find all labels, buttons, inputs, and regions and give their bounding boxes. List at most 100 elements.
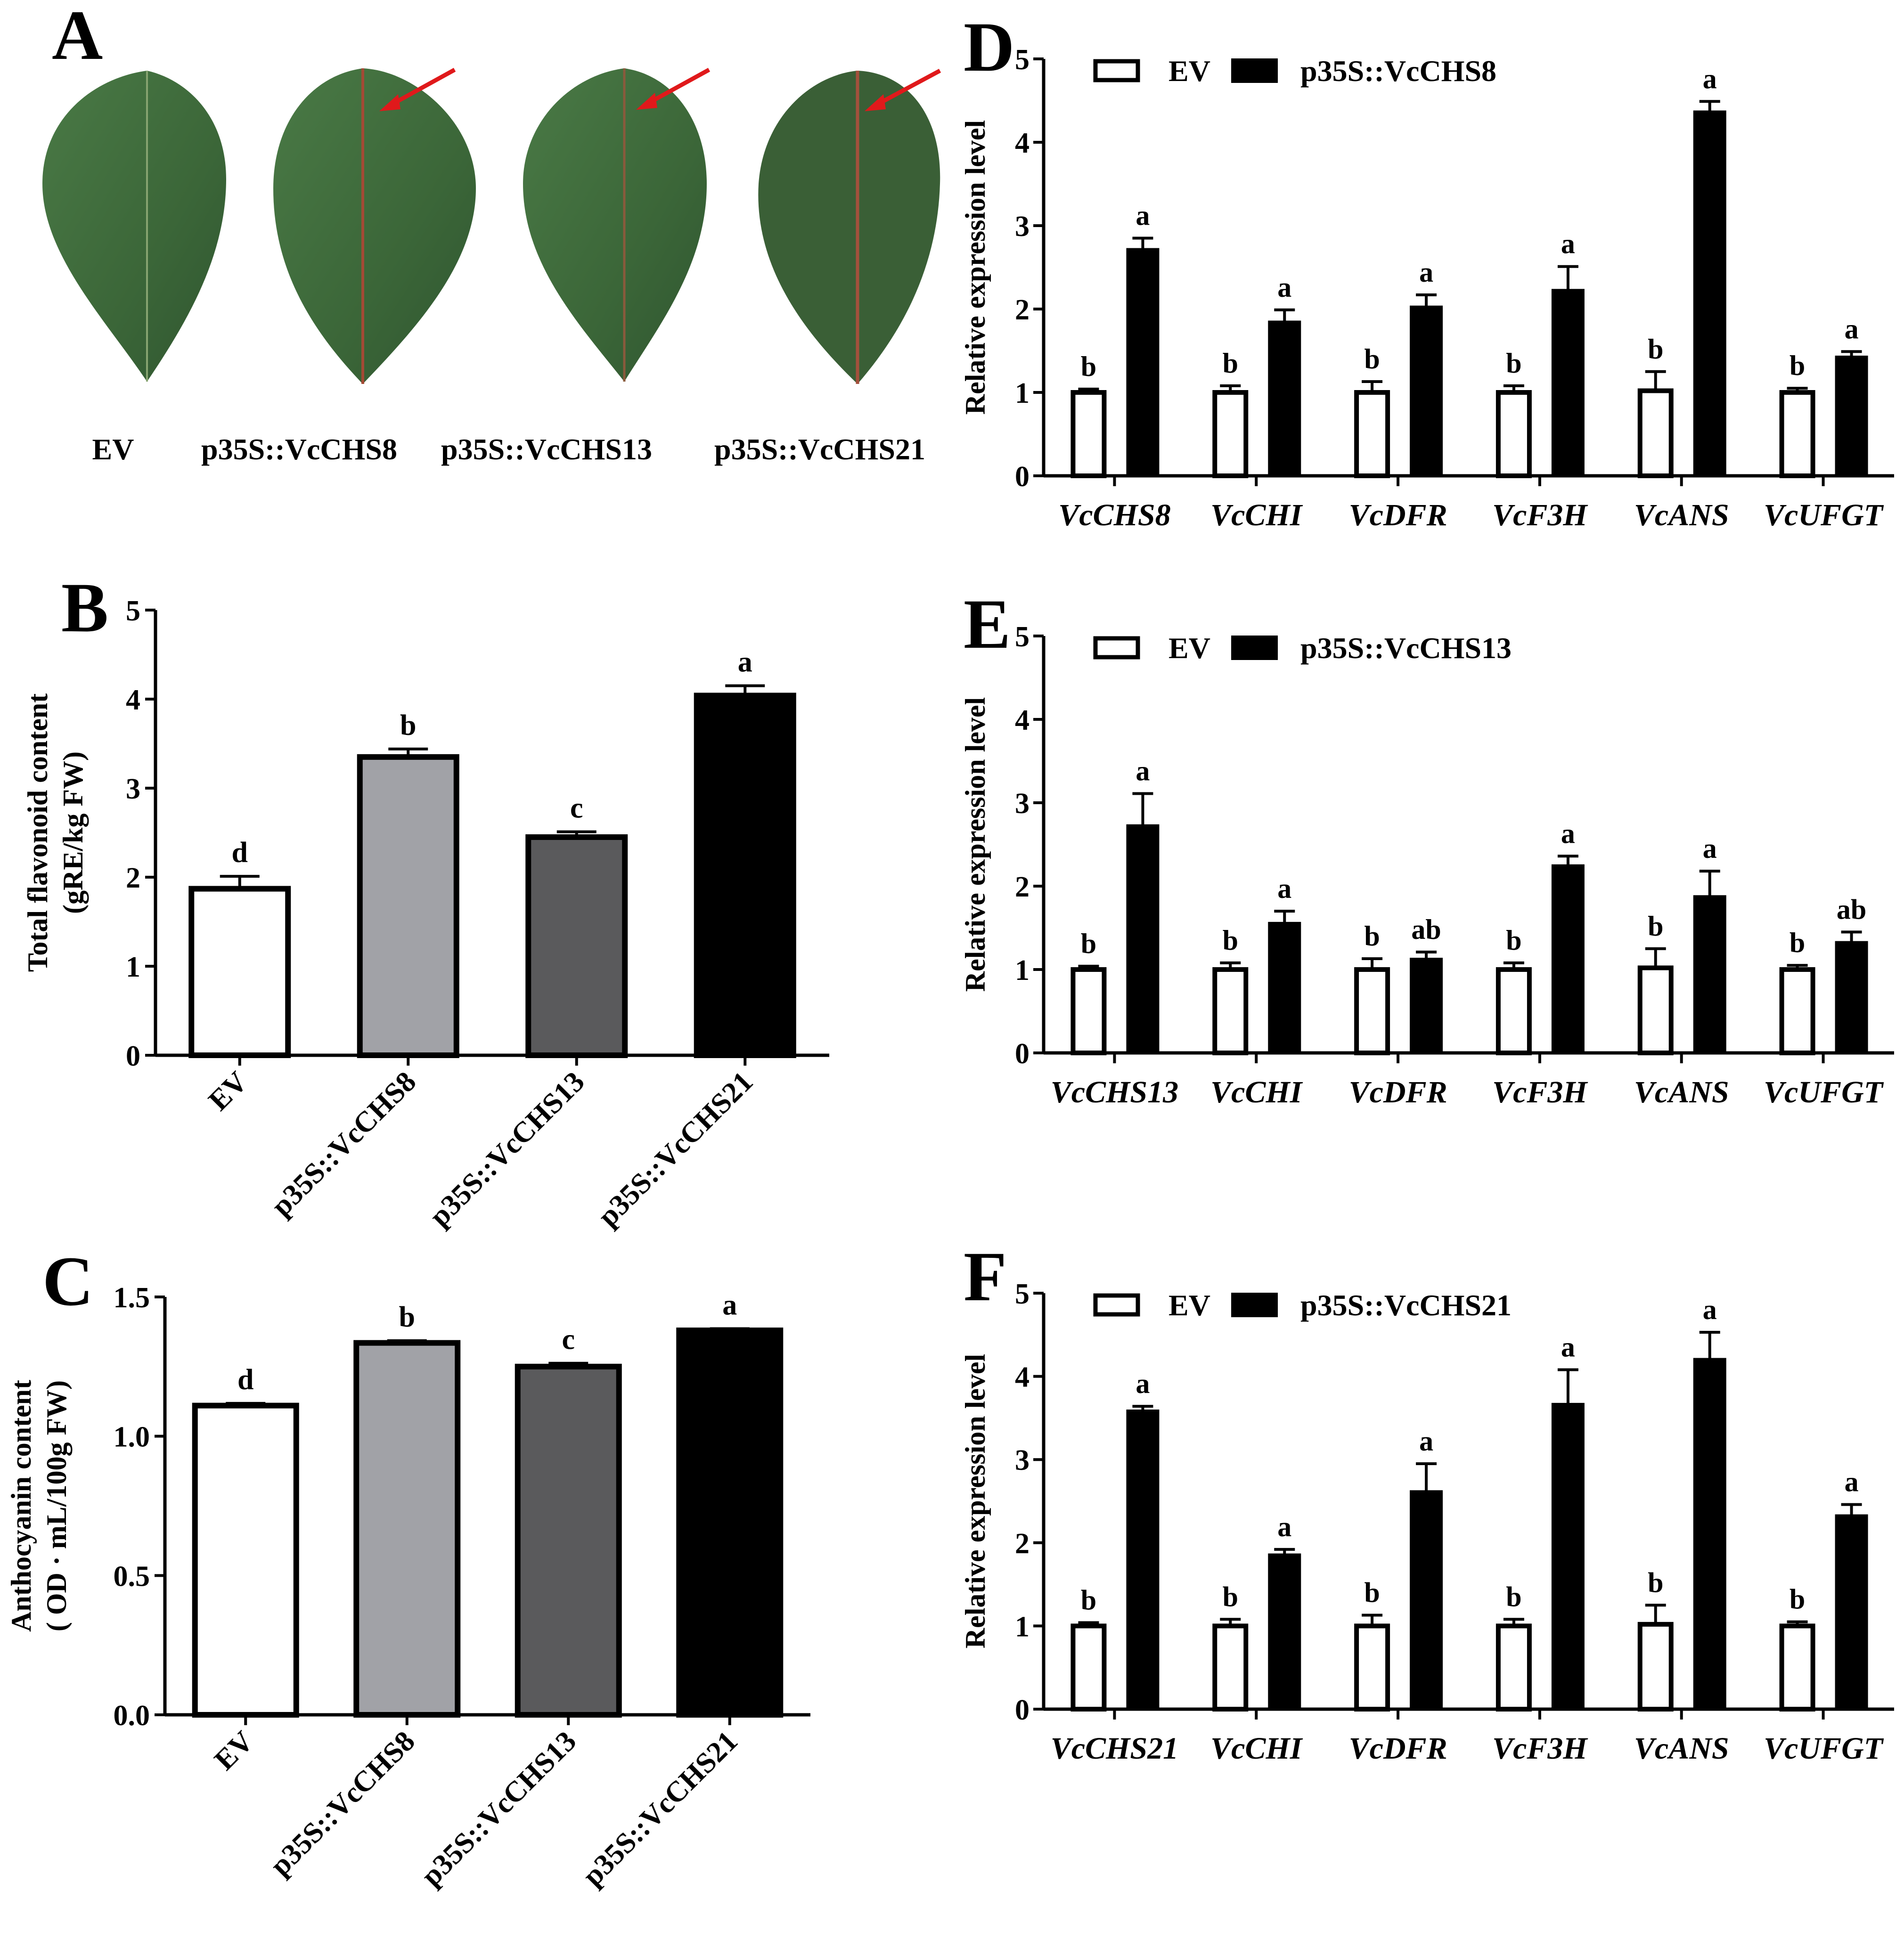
- bar-oe-5: [1835, 1514, 1868, 1710]
- sig-letter: a: [1136, 1368, 1150, 1399]
- y-tick-label: 0.5: [114, 1560, 150, 1592]
- y-tick-label: 5: [1015, 621, 1030, 653]
- y-axis-label: Relative expression level: [960, 120, 991, 415]
- sig-letter: b: [1223, 925, 1238, 956]
- x-tick-label: VcDFR: [1349, 1731, 1447, 1766]
- y-tick-label: 3: [1015, 1444, 1030, 1476]
- bar-ev-1: [1212, 390, 1249, 478]
- bar-oe-4: [1693, 110, 1726, 477]
- y-tick-label: 0.0: [114, 1700, 150, 1732]
- x-tick-label: p35S::VcCHS13: [424, 1066, 591, 1233]
- y-tick-label: 2: [126, 862, 140, 894]
- bar-oe-5: [1835, 941, 1868, 1054]
- bar-oe-1: [1268, 921, 1301, 1054]
- bar-3: [676, 1327, 784, 1718]
- y-tick-label: 4: [1015, 127, 1030, 159]
- x-tick-label: VcF3H: [1492, 1731, 1588, 1766]
- bar-ev-2: [1354, 390, 1390, 478]
- sig-letter: b: [1081, 351, 1096, 382]
- x-tick-label: VcDFR: [1349, 498, 1447, 532]
- y-axis-label-units: ( OD · mL/100g FW): [41, 1380, 72, 1631]
- x-tick-label: VcUFGT: [1764, 1731, 1884, 1766]
- sig-letter: a: [1845, 1467, 1859, 1498]
- sig-letter: b: [1223, 1581, 1238, 1612]
- panel-a-photos: EV p35S::VcCHS8 p35S::VcCHS13 p35S::VcCH…: [42, 68, 941, 466]
- legend-swatch-ev: [1093, 636, 1140, 660]
- sig-letter: a: [1561, 228, 1575, 260]
- legend-label-ev: EV: [1169, 54, 1210, 88]
- label-a-ev: EV: [92, 432, 134, 466]
- bar-ev-5: [1779, 967, 1815, 1055]
- y-tick-label: 4: [126, 684, 140, 716]
- x-tick-label: VcCHS8: [1058, 498, 1170, 532]
- bar-oe-0: [1126, 824, 1160, 1054]
- sig-letter: b: [399, 1301, 415, 1333]
- sig-letter: a: [1703, 833, 1717, 864]
- bar-ev-5: [1779, 390, 1815, 478]
- sig-letter: a: [1703, 1294, 1717, 1325]
- x-tick-label: p35S::VcCHS21: [577, 1725, 744, 1892]
- bar-2: [515, 1363, 622, 1718]
- sig-letter: a: [1419, 257, 1433, 288]
- legend-swatch-ev: [1093, 59, 1140, 82]
- x-tick-label: VcCHS21: [1051, 1731, 1178, 1766]
- x-tick-label: p35S::VcCHS8: [265, 1066, 422, 1223]
- bar-oe-5: [1835, 355, 1868, 477]
- y-tick-label: 0: [126, 1040, 140, 1072]
- sig-letter: b: [1081, 928, 1096, 959]
- x-tick-label: VcUFGT: [1764, 1075, 1884, 1109]
- bar-1: [357, 754, 459, 1058]
- sig-letter: b: [400, 709, 416, 742]
- sig-letter: a: [1136, 756, 1150, 787]
- legend-label-oe: p35S::VcCHS13: [1300, 631, 1512, 665]
- sig-letter: a: [1136, 200, 1150, 231]
- sig-letter: a: [1561, 818, 1575, 849]
- y-tick-label: 5: [1015, 1278, 1030, 1310]
- chart-c: 0.0 0.5 1.0 1.5 Anthocyanin content( OD · mL…: [6, 1282, 810, 1892]
- y-tick-label: 4: [1015, 1361, 1030, 1394]
- sig-letter: d: [232, 837, 248, 869]
- sig-letter: b: [1081, 1584, 1096, 1615]
- sig-letter: a: [1561, 1331, 1575, 1362]
- bar-oe-4: [1693, 1358, 1726, 1710]
- y-tick-label: 2: [1015, 294, 1030, 326]
- bar-oe-3: [1551, 1402, 1585, 1710]
- x-tick-label: VcCHI: [1210, 498, 1303, 532]
- y-tick-label: 0: [1015, 461, 1030, 493]
- sig-letter: a: [1277, 1511, 1291, 1542]
- bar-ev-2: [1354, 967, 1390, 1055]
- leaf-ev: [42, 71, 226, 382]
- y-axis-label: Relative expression level: [960, 697, 991, 992]
- bar-oe-4: [1693, 895, 1726, 1054]
- sig-letter: a: [738, 646, 752, 678]
- sig-letter: b: [1648, 334, 1663, 365]
- x-tick-label: VcANS: [1634, 1075, 1729, 1109]
- x-tick-label: p35S::VcCHS8: [264, 1725, 421, 1882]
- y-axis-label: Anthocyanin content: [6, 1380, 37, 1632]
- panel-letter-b: B: [61, 569, 108, 647]
- chart-b: 0 1 2 3 4 5 Total flavonoid content (gRE/kg FW)…: [22, 595, 829, 1233]
- y-tick-label: 3: [1015, 211, 1030, 243]
- x-tick-label: VcF3H: [1492, 1075, 1588, 1109]
- bar-0: [188, 886, 291, 1058]
- label-a-vcchs8: p35S::VcCHS8: [201, 432, 397, 466]
- bar-ev-0: [1070, 1623, 1107, 1712]
- sig-letter: a: [1703, 63, 1717, 94]
- y-tick-label: 1: [126, 951, 140, 983]
- x-tick-label: VcF3H: [1492, 498, 1588, 532]
- leaf-vcchs13: [523, 68, 711, 382]
- x-tick-label: EV: [203, 1066, 254, 1117]
- y-tick-label: 5: [126, 595, 140, 627]
- bar-oe-2: [1410, 957, 1443, 1054]
- sig-letter: b: [1790, 1584, 1805, 1615]
- bar-ev-3: [1495, 390, 1532, 478]
- legend-swatch-oe: [1231, 58, 1278, 83]
- y-tick-label: 3: [1015, 788, 1030, 820]
- legend-label-ev: EV: [1169, 1288, 1210, 1322]
- sig-letter: a: [1277, 272, 1291, 303]
- sig-letter: d: [237, 1364, 253, 1396]
- sig-letter: c: [570, 792, 583, 824]
